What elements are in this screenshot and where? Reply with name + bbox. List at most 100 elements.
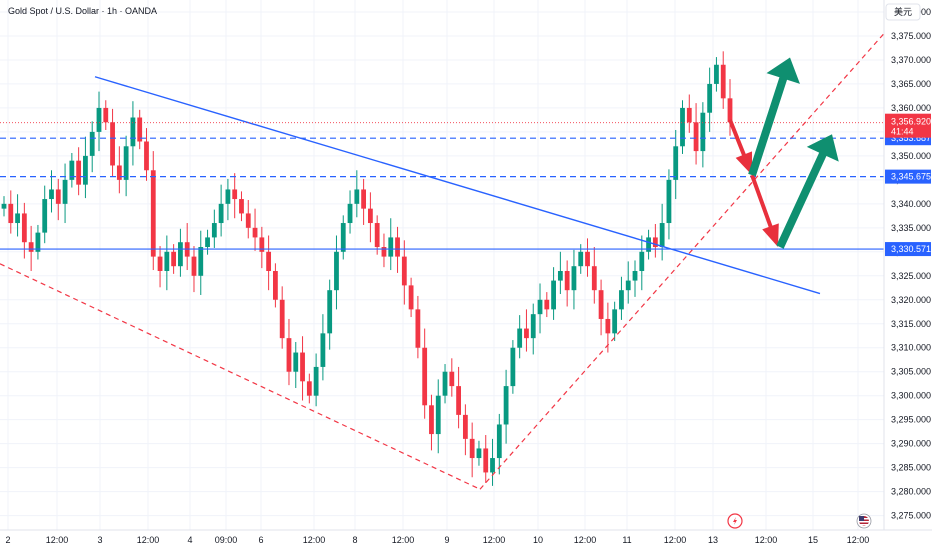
arrow-up-2: [776, 134, 839, 249]
level-tag: [885, 242, 931, 257]
candle-body: [218, 203, 224, 224]
candle-body: [605, 318, 611, 334]
candle-body: [490, 458, 495, 473]
countdown-label: 41:44: [891, 127, 914, 137]
candle-body: [245, 213, 251, 228]
price-tick-label: 3,350.000: [891, 151, 931, 161]
candle-body: [646, 237, 651, 252]
candle-body: [666, 179, 672, 224]
candle-body: [178, 242, 183, 267]
candle-body: [69, 160, 75, 180]
time-tick-label: 10: [533, 535, 543, 545]
candle-body: [340, 223, 346, 252]
price-tick-label: 3,340.000: [891, 199, 931, 209]
price-tick-label: 3,280.000: [891, 487, 931, 497]
candle-body: [327, 290, 333, 334]
support-trendline-lower: [0, 263, 481, 490]
candle-body: [619, 290, 624, 310]
time-tick-label: 12:00: [847, 535, 870, 545]
us-flag-icon[interactable]: [856, 513, 872, 529]
candle-body: [347, 203, 353, 224]
overlays: [0, 33, 885, 490]
candle-body: [225, 189, 231, 204]
candle-body: [395, 237, 400, 257]
candle-body: [707, 83, 713, 113]
time-tick-label: 12:00: [392, 535, 415, 545]
candle-body: [361, 189, 367, 209]
candle-body: [422, 347, 428, 406]
candle-body: [150, 170, 156, 257]
time-axis[interactable]: 2 12:00 3 12:00 4 09:00 6 12:00 8 12:00 9 12:00 10 12…: [0, 529, 932, 545]
lightning-icon[interactable]: [727, 513, 743, 529]
time-tick-label: 15: [808, 535, 818, 545]
level-tag: [885, 169, 931, 184]
grid: [0, 0, 884, 530]
price-tick-label: 3,365.000: [891, 79, 931, 89]
candle-body: [232, 189, 238, 200]
candle-body: [266, 251, 272, 271]
arrow-down-2: [750, 174, 779, 248]
candle-body: [8, 203, 14, 224]
price-tick-label: 3,300.000: [891, 391, 931, 401]
candle-body: [374, 223, 380, 248]
candle-body: [55, 189, 61, 204]
current-price-tag: [885, 113, 931, 138]
candle-body: [530, 314, 536, 339]
candle-body: [239, 199, 244, 214]
candle-body: [585, 251, 590, 267]
candle-body: [476, 448, 482, 459]
candle-body: [381, 247, 387, 257]
candle-body: [625, 280, 631, 291]
candle-body: [442, 371, 448, 396]
price-tick-label: 3,325.000: [891, 271, 931, 281]
candle-body: [123, 146, 129, 180]
candle-body: [693, 122, 699, 152]
time-tick-label: 12:00: [483, 535, 506, 545]
time-tick-label: 2: [5, 535, 10, 545]
candle-body: [89, 131, 95, 156]
candle-body: [28, 242, 34, 252]
candle-body: [435, 395, 441, 435]
arrow-up-1: [748, 57, 800, 177]
candle-body: [198, 247, 204, 276]
candle-body: [551, 280, 556, 310]
candle-body: [306, 381, 312, 396]
candle-body: [496, 424, 502, 459]
time-tick-label: 09:00: [215, 535, 238, 545]
candle-body: [354, 189, 360, 204]
candle-body: [564, 270, 570, 291]
candle-body: [313, 366, 319, 396]
candle-body: [469, 438, 475, 459]
candle-body: [15, 213, 20, 224]
candle-body: [83, 155, 88, 185]
candle-body: [524, 328, 529, 339]
candle-body: [21, 213, 27, 243]
chart-title: Gold Spot / U.S. Dollar · 1h · OANDA: [8, 6, 157, 16]
currency-button[interactable]: 美元: [885, 3, 921, 21]
price-tick-label: 3,335.000: [891, 223, 931, 233]
candle-body: [429, 405, 434, 435]
time-tick-label: 11: [622, 535, 631, 545]
level-tag-label: 3,353.687: [891, 133, 931, 143]
candle-body: [639, 251, 645, 271]
time-tick-label: 12:00: [755, 535, 778, 545]
candle-body: [571, 266, 577, 291]
price-axis[interactable]: 3,275.000 3,280.000 3,285.000 3,290.000 3,29…: [883, 0, 932, 550]
candle-body: [96, 107, 102, 132]
candle-body: [367, 208, 373, 224]
candle-body: [449, 371, 455, 387]
candle-body: [401, 256, 407, 286]
candle-body: [652, 237, 658, 248]
price-tick-label: 3,285.000: [891, 463, 931, 473]
price-tick-label: 3,375.000: [891, 31, 931, 41]
time-tick-label: 13: [708, 535, 718, 545]
candle-body: [517, 328, 523, 348]
candle-body: [171, 251, 177, 267]
candle-body: [408, 285, 414, 310]
candle-body: [503, 386, 509, 425]
price-tick-label: 3,370.000: [891, 55, 931, 65]
price-tick-label: 3,275.000: [891, 511, 931, 521]
candle-body: [483, 448, 489, 473]
candle-body: [714, 64, 719, 84]
